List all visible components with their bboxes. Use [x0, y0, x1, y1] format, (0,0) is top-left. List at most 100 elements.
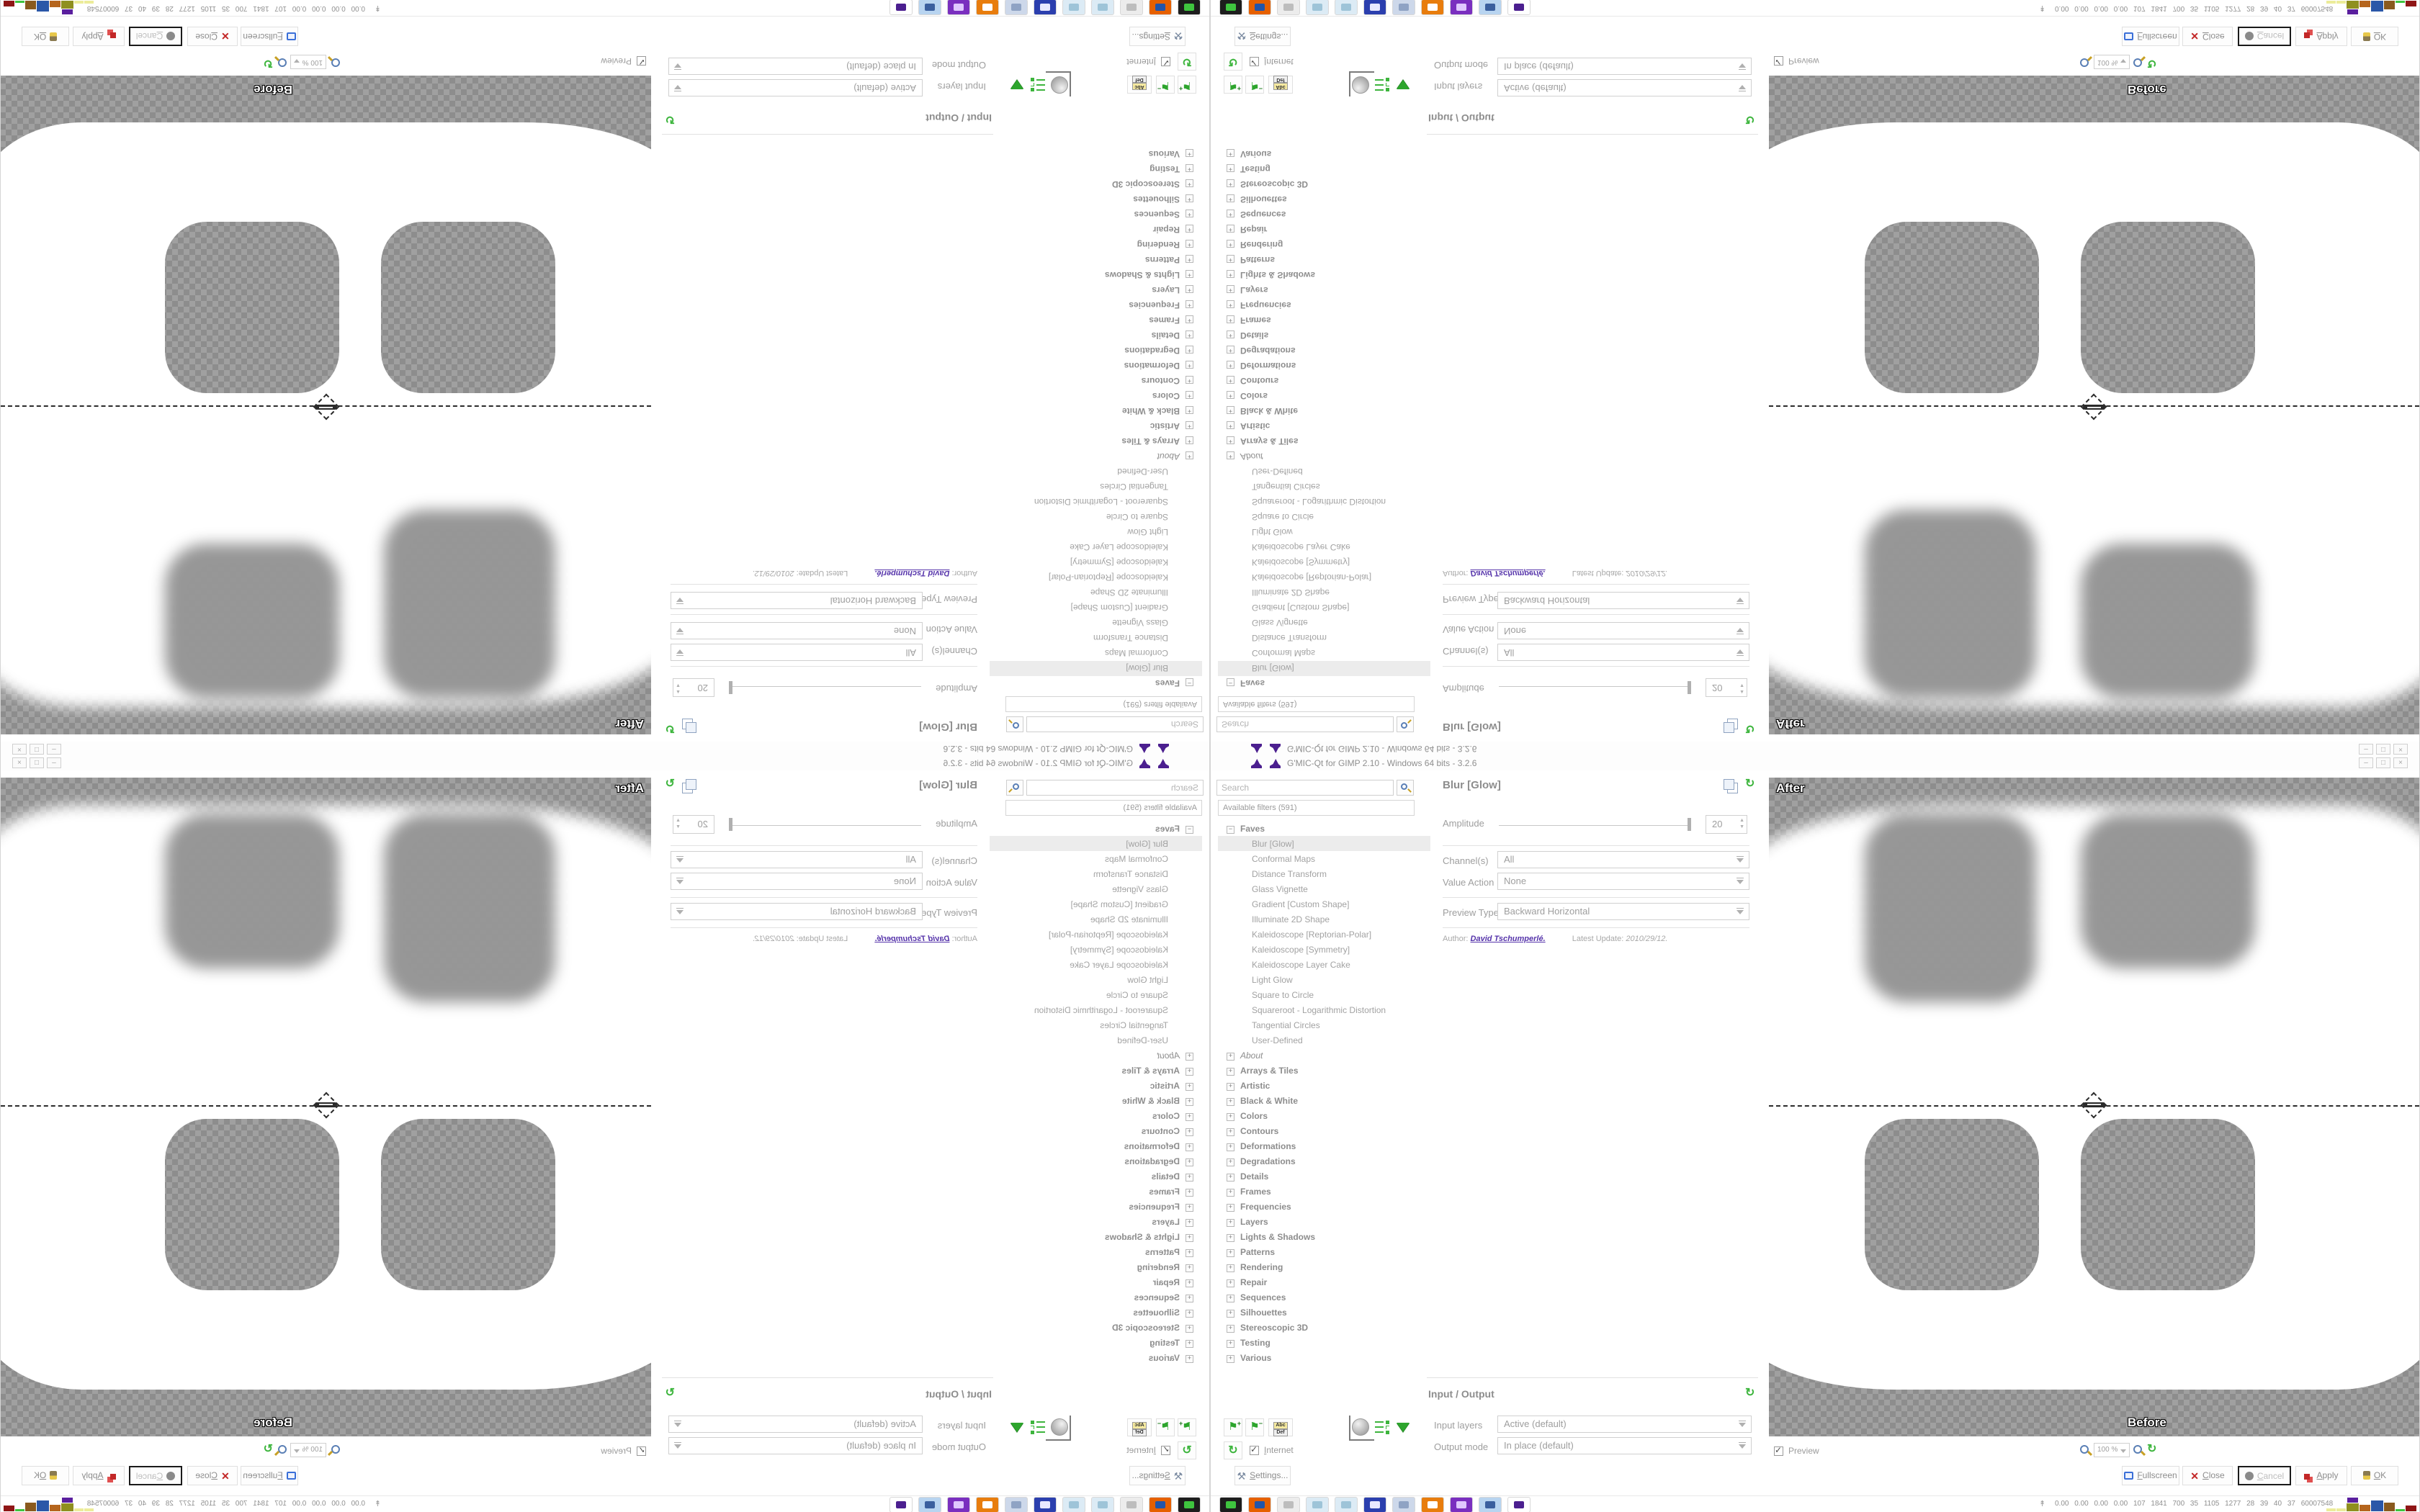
expand-expander-icon[interactable]: + — [1186, 1248, 1193, 1257]
scroll-icon[interactable] — [1005, 1497, 1028, 1512]
filter-tree-item[interactable]: Light Glow — [1127, 527, 1168, 537]
preview-checkbox[interactable] — [637, 56, 646, 66]
cancel-button[interactable]: Cancel — [129, 27, 182, 46]
floppy-icon[interactable] — [1363, 1497, 1386, 1512]
filter-tree-item[interactable]: Squareroot - Logarithmic Distortion — [1252, 497, 1386, 507]
expand-expander-icon[interactable]: + — [1186, 1279, 1193, 1287]
expand-expander-icon[interactable]: + — [1186, 270, 1193, 279]
expand-expander-icon[interactable]: + — [1227, 391, 1234, 400]
filter-category[interactable]: +Details — [990, 328, 1202, 343]
zoom-out-button[interactable] — [331, 55, 340, 68]
search-button[interactable] — [1397, 780, 1414, 796]
expand-expander-icon[interactable]: + — [1186, 376, 1193, 384]
value-action-select[interactable]: None — [671, 622, 923, 639]
input-layers-select[interactable]: Active (default) — [1497, 79, 1752, 96]
expand-expander-icon[interactable]: + — [1186, 1188, 1193, 1197]
filter-tree-item[interactable]: Illuminate 2D Shape — [1252, 588, 1330, 598]
expand-expander-icon[interactable]: + — [1227, 270, 1234, 279]
monster-icon[interactable] — [1450, 0, 1473, 15]
filter-tree-item[interactable]: Glass Vignette — [1252, 884, 1308, 894]
filter-tree-item[interactable]: Square to Circle — [1106, 990, 1168, 1000]
io-refresh-icon[interactable]: ↻ — [665, 1387, 675, 1399]
filter-tree-item[interactable]: Tangential Circles — [1100, 482, 1168, 492]
expand-expander-icon[interactable]: + — [1186, 285, 1193, 294]
search-button[interactable] — [1006, 780, 1023, 796]
expand-expander-icon[interactable]: + — [1186, 300, 1193, 309]
search-button[interactable] — [1397, 716, 1414, 732]
filter-category[interactable]: +About — [1218, 449, 1430, 464]
restore-button[interactable]: □ — [30, 757, 44, 768]
author-link[interactable]: David Tschumperlé. — [874, 569, 950, 577]
author-link[interactable]: David Tschumperlé. — [1470, 569, 1546, 577]
floppy-icon[interactable] — [1034, 0, 1057, 15]
add-fave-button[interactable]: ⚑ + — [1224, 76, 1242, 94]
expand-expander-icon[interactable]: + — [1227, 1340, 1234, 1348]
filter-tree-item[interactable]: Kaleidoscope [Reptorian-Polar] — [1252, 930, 1372, 940]
amplitude-slider-handle[interactable] — [729, 681, 732, 694]
filter-category[interactable]: +Sequences — [990, 1290, 1202, 1305]
filter-category[interactable]: +Artistic — [1218, 419, 1430, 434]
filter-category[interactable]: +Testing — [990, 162, 1202, 177]
scroll-icon[interactable] — [1392, 0, 1415, 15]
notepad-icon[interactable] — [1306, 1497, 1329, 1512]
wizard-hat-icon[interactable] — [889, 1497, 913, 1512]
blender-icon[interactable] — [976, 1497, 999, 1512]
filter-category[interactable]: +Frequencies — [1218, 1199, 1430, 1214]
filter-tree-item[interactable]: Kaleidoscope Layer Cake — [1070, 542, 1168, 552]
minimize-button[interactable]: – — [2359, 757, 2373, 768]
calculator-icon[interactable] — [918, 0, 941, 15]
filter-tree-item[interactable]: Kaleidoscope Layer Cake — [1252, 960, 1350, 970]
filter-category[interactable]: +Rendering — [990, 1259, 1202, 1274]
notepad2-icon[interactable] — [1335, 0, 1358, 15]
amplitude-slider[interactable] — [1499, 825, 1690, 826]
filter-category[interactable]: +Deformations — [1218, 1138, 1430, 1153]
ok-button[interactable]: OK — [2351, 27, 2398, 46]
filter-category[interactable]: +Colors — [990, 389, 1202, 404]
rename-fave-button[interactable]: Abc Def — [1268, 1418, 1293, 1436]
monster-icon[interactable] — [1450, 1497, 1473, 1512]
filter-tree-item[interactable]: Kaleidoscope Layer Cake — [1070, 960, 1168, 970]
taskbar-icons[interactable] — [889, 0, 1201, 15]
expand-expander-icon[interactable]: + — [1227, 421, 1234, 430]
expand-expander-icon[interactable]: + — [1227, 1295, 1234, 1302]
reset-filter-icon[interactable]: ↻ — [665, 722, 675, 734]
restore-button[interactable]: □ — [2376, 757, 2390, 768]
filter-category[interactable]: +Details — [990, 1169, 1202, 1184]
search-input[interactable] — [1216, 780, 1394, 796]
expand-expander-icon[interactable]: + — [1227, 451, 1234, 460]
expand-expander-icon[interactable]: + — [1227, 1128, 1234, 1136]
filter-category[interactable]: +Silhouettes — [1218, 192, 1430, 207]
expand-expander-icon[interactable]: + — [1227, 210, 1234, 218]
filter-category[interactable]: +Testing — [990, 1335, 1202, 1350]
notepad-icon[interactable] — [1091, 0, 1114, 15]
filter-tree-item[interactable]: Conformal Maps — [1104, 648, 1168, 658]
search-input[interactable] — [1026, 780, 1204, 796]
close-window-button[interactable]: × — [12, 744, 27, 755]
expand-expander-icon[interactable]: + — [1186, 1052, 1193, 1061]
expand-expander-icon[interactable]: + — [1186, 194, 1193, 203]
expand-expander-icon[interactable]: + — [1186, 164, 1193, 173]
filter-category[interactable]: +Layers — [1218, 1214, 1430, 1229]
expand-expander-icon[interactable]: + — [1227, 1098, 1234, 1106]
collapse-expander-icon[interactable]: − — [1227, 678, 1234, 687]
filter-category[interactable]: +Artistic — [990, 1078, 1202, 1093]
amplitude-spinbox[interactable]: 20 ▲ ▼ — [1706, 815, 1747, 834]
filter-category[interactable]: +Lights & Shadows — [1218, 1229, 1430, 1244]
add-fave-button[interactable]: ⚑ + — [1224, 1418, 1242, 1436]
remove-fave-button[interactable]: ⚑ − — [1156, 1418, 1175, 1436]
apply-button[interactable]: Apply — [73, 1466, 125, 1485]
notepad-icon[interactable] — [1091, 1497, 1114, 1512]
filter-tree-item[interactable]: Blur [Glow] — [990, 836, 1202, 851]
filter-tree-item[interactable]: Blur [Glow] — [1218, 661, 1430, 676]
filter-category[interactable]: +Contours — [990, 374, 1202, 389]
ok-button[interactable]: OK — [2351, 1466, 2398, 1485]
close-window-button[interactable]: × — [2393, 744, 2408, 755]
filter-category[interactable]: +Silhouettes — [1218, 1305, 1430, 1320]
preview-refresh-icon[interactable]: ↻ — [263, 1443, 273, 1455]
filter-tree-item[interactable]: Kaleidoscope Layer Cake — [1252, 542, 1350, 552]
filter-category[interactable]: +Frequencies — [1218, 298, 1430, 313]
filter-tree-item[interactable]: Conformal Maps — [1104, 854, 1168, 864]
filter-tree-item[interactable]: Light Glow — [1252, 527, 1293, 537]
filter-category[interactable]: +Silhouettes — [990, 1305, 1202, 1320]
